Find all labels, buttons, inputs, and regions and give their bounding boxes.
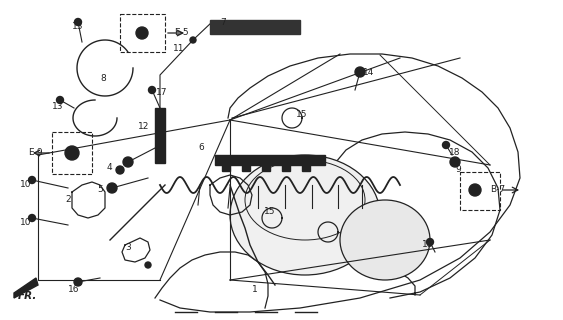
- Text: 15: 15: [264, 207, 275, 216]
- Text: 10: 10: [20, 180, 32, 189]
- Bar: [215, 155, 325, 165]
- Circle shape: [443, 141, 449, 148]
- Text: 17: 17: [156, 88, 168, 97]
- Text: 3: 3: [125, 243, 131, 252]
- Circle shape: [29, 177, 35, 183]
- Text: 7: 7: [220, 18, 226, 27]
- Bar: [242, 165, 250, 171]
- Ellipse shape: [340, 200, 430, 280]
- Circle shape: [74, 19, 82, 26]
- Bar: [155, 108, 165, 163]
- Circle shape: [65, 146, 79, 160]
- Circle shape: [136, 27, 148, 39]
- Bar: [302, 165, 310, 171]
- Text: 5: 5: [97, 185, 103, 194]
- Circle shape: [190, 37, 196, 43]
- Circle shape: [149, 86, 155, 93]
- Circle shape: [469, 184, 481, 196]
- Bar: [222, 165, 230, 171]
- Bar: [120, 14, 165, 52]
- Text: 6: 6: [198, 143, 204, 152]
- Text: 12: 12: [138, 122, 149, 131]
- Circle shape: [145, 262, 151, 268]
- Text: 11: 11: [173, 44, 185, 53]
- Circle shape: [427, 238, 434, 245]
- Text: E-9: E-9: [28, 148, 43, 157]
- Text: 13: 13: [72, 22, 83, 31]
- Circle shape: [116, 166, 124, 174]
- Ellipse shape: [230, 155, 380, 275]
- Bar: [460, 172, 500, 210]
- Circle shape: [107, 183, 117, 193]
- Text: 2: 2: [65, 195, 70, 204]
- Text: 15: 15: [296, 110, 307, 119]
- Circle shape: [123, 157, 133, 167]
- Text: 18: 18: [422, 240, 434, 249]
- Text: 18: 18: [449, 148, 461, 157]
- Circle shape: [56, 97, 64, 103]
- Bar: [282, 165, 290, 171]
- Polygon shape: [14, 278, 38, 298]
- Circle shape: [355, 67, 365, 77]
- Circle shape: [450, 157, 460, 167]
- Text: 13: 13: [52, 102, 64, 111]
- Circle shape: [74, 278, 82, 286]
- Text: 1: 1: [252, 285, 258, 294]
- Bar: [210, 20, 300, 34]
- Text: FR.: FR.: [18, 291, 37, 301]
- Text: 16: 16: [68, 285, 79, 294]
- Bar: [262, 165, 270, 171]
- Bar: [52, 132, 92, 174]
- Text: 4: 4: [107, 163, 113, 172]
- Text: E-5: E-5: [174, 28, 189, 37]
- Text: 8: 8: [100, 74, 106, 83]
- Text: 14: 14: [363, 68, 374, 77]
- Text: B-7: B-7: [490, 185, 505, 194]
- Text: 9: 9: [455, 165, 461, 174]
- Text: 10: 10: [20, 218, 32, 227]
- Circle shape: [29, 214, 35, 221]
